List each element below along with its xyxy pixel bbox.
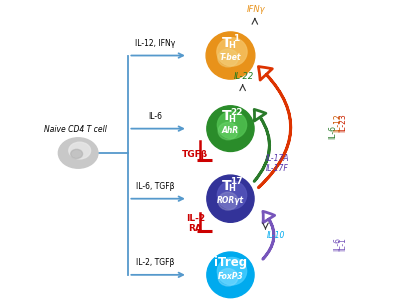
Text: IL-22: IL-22 (234, 73, 254, 81)
Ellipse shape (217, 181, 247, 209)
Text: 17: 17 (230, 177, 242, 186)
Text: H: H (228, 41, 235, 50)
Ellipse shape (218, 269, 238, 286)
Text: T-bet: T-bet (220, 53, 241, 62)
Text: IL-2
RA: IL-2 RA (186, 214, 205, 233)
Text: H: H (228, 115, 235, 124)
Text: Naive CD4 T cell: Naive CD4 T cell (44, 125, 106, 134)
Text: TGFβ: TGFβ (182, 150, 208, 159)
Text: IL-1: IL-1 (339, 237, 348, 251)
Text: H: H (228, 185, 235, 193)
Text: IL-12, IFNγ: IL-12, IFNγ (135, 39, 175, 48)
Ellipse shape (217, 38, 247, 66)
Text: IFNγ: IFNγ (247, 6, 266, 14)
Text: IL-17A
IL-17F: IL-17A IL-17F (266, 154, 289, 174)
Ellipse shape (218, 192, 238, 210)
Text: IL-10: IL-10 (267, 231, 285, 240)
Text: IL-6, TGFβ: IL-6, TGFβ (136, 182, 174, 191)
Ellipse shape (71, 149, 82, 159)
Ellipse shape (217, 111, 247, 139)
Ellipse shape (207, 175, 254, 222)
Ellipse shape (217, 257, 247, 285)
Text: AhR: AhR (222, 126, 239, 135)
Text: IL-6: IL-6 (333, 237, 342, 252)
Text: 1: 1 (233, 34, 239, 43)
Text: T: T (222, 109, 231, 123)
Ellipse shape (218, 122, 238, 140)
Ellipse shape (206, 32, 255, 79)
Text: IL-23: IL-23 (339, 113, 348, 132)
Text: 22: 22 (230, 107, 242, 117)
Ellipse shape (207, 106, 254, 151)
Ellipse shape (58, 138, 98, 168)
Text: IL-12: IL-12 (333, 113, 342, 132)
Text: IL-6: IL-6 (329, 125, 338, 139)
Text: FoxP3: FoxP3 (218, 272, 243, 281)
Text: T: T (222, 179, 231, 193)
Text: RORγt: RORγt (217, 196, 244, 205)
Text: T: T (222, 36, 231, 50)
Text: IL-6: IL-6 (148, 112, 162, 121)
Text: iTreg: iTreg (214, 256, 247, 269)
Ellipse shape (207, 252, 254, 298)
Ellipse shape (218, 49, 238, 67)
Ellipse shape (69, 142, 90, 159)
Text: IL-2, TGFβ: IL-2, TGFβ (136, 258, 174, 267)
